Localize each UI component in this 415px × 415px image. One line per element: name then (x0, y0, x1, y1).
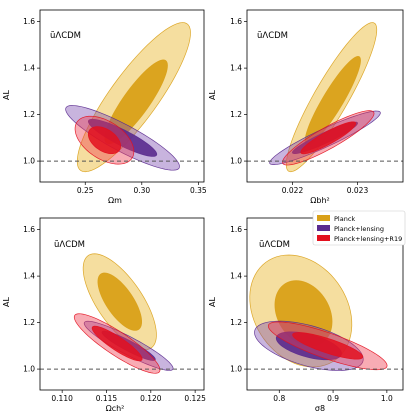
panel-3-xtick-label: 0.120 (140, 394, 162, 403)
panel-3-ytick-label: 1.2 (23, 318, 35, 327)
panel-2-ytick-label: 1.6 (230, 17, 242, 26)
panel-1-ytick-label: 1.2 (23, 110, 35, 119)
panel-2-contour-planck-lensing-r19-68 (300, 121, 357, 155)
panel-4-ytick-label: 1.0 (230, 365, 242, 374)
panel-2-ytick-label: 1.4 (230, 64, 242, 73)
panel-4-xtick-label: 0.8 (273, 394, 285, 403)
panel-4-title: ũΛCDM (259, 240, 290, 250)
panel-1-xtick-label: 0.30 (133, 186, 150, 195)
legend-label-r19: Planck+lensing+R19 (334, 235, 402, 243)
panel-2: ũΛCDM Ωbh² AL 0.022 0.023 1.0 1.2 1.4 1.6 (208, 9, 404, 205)
panel-4-contour-planck-lensing-r19-68 (292, 332, 364, 360)
panel-3-xtick-label: 0.115 (96, 394, 118, 403)
panel-2-frame (246, 9, 404, 183)
panel-4-xtick-label: 0.9 (327, 394, 339, 403)
panel-1-ylabel: AL (2, 89, 11, 99)
legend-label-planck: Planck (334, 215, 355, 223)
panel-2-ytick-label: 1.0 (230, 157, 242, 166)
panel-1-xtick-label: 0.35 (190, 186, 207, 195)
panel-2-plot-area (269, 22, 381, 173)
panel-3-xtick-label: 0.110 (51, 394, 73, 403)
legend: Planck Planck+lensing Planck+lensing+R19 (312, 210, 406, 246)
panel-3-title: ũΛCDM (54, 240, 85, 250)
panel-3-contour-planck-68 (97, 272, 143, 331)
panel-1-ytick-label: 1.4 (23, 64, 35, 73)
panel-3: ũΛCDM Ωch² AL 0.110 0.115 0.120 0.125 1.0 1.2… (2, 217, 206, 413)
panel-3-ytick-label: 1.0 (23, 365, 35, 374)
legend-label-lensing: Planck+lensing (334, 225, 384, 233)
panel-4-ytick-label: 1.6 (230, 225, 242, 234)
panel-3-plot-area (73, 253, 174, 374)
panel-2-xtick-label: 0.022 (282, 186, 304, 195)
panel-3-xlabel: Ωch² (106, 404, 125, 413)
panel-1-frame (39, 9, 205, 183)
panel-3-ytick-label: 1.4 (23, 272, 35, 281)
panel-4: ũΛCDM σ8 AL 0.8 0.9 1.0 1.0 1.2 1.4 1.6 (208, 217, 404, 413)
legend-swatch-r19 (317, 235, 330, 241)
panel-2-ytick-label: 1.2 (230, 110, 242, 119)
panel-3-xtick-label: 0.125 (184, 394, 206, 403)
panel-2-title: ũΛCDM (257, 31, 288, 41)
legend-swatch-lensing (317, 225, 330, 231)
panel-4-xtick-label: 1.0 (381, 394, 393, 403)
legend-swatch-planck (317, 215, 330, 221)
panel-4-ylabel: AL (208, 296, 217, 306)
panel-1-ytick-label: 1.0 (23, 157, 35, 166)
panel-1-title: ũΛCDM (50, 31, 81, 41)
panel-3-contour-planck-lensing-r19-68 (91, 325, 143, 362)
panel-2-xtick-label: 0.023 (347, 186, 369, 195)
panel-1-xtick-label: 0.25 (77, 186, 94, 195)
panel-2-xlabel: Ωbh² (310, 196, 329, 205)
panel-3-ytick-label: 1.6 (23, 225, 35, 234)
panel-1-plot-area (65, 22, 191, 173)
legend-box (312, 210, 406, 246)
panel-3-ylabel: AL (2, 296, 11, 306)
panel-1-contour-planck-lensing-r19-68 (87, 126, 122, 155)
panel-4-ytick-label: 1.2 (230, 318, 242, 327)
panel-1-ytick-label: 1.6 (23, 17, 35, 26)
panel-1-xlabel: Ωm (108, 196, 122, 205)
panel-4-plot-area (249, 254, 388, 371)
panel-1: ũΛCDM Ωm AL 0.25 0.30 0.35 1.0 1.2 1.4 1.6 (2, 9, 207, 205)
panel-2-ylabel: AL (208, 89, 217, 99)
panel-3-frame (39, 217, 205, 391)
panel-4-ytick-label: 1.4 (230, 272, 242, 281)
panel-4-xlabel: σ8 (315, 404, 325, 413)
